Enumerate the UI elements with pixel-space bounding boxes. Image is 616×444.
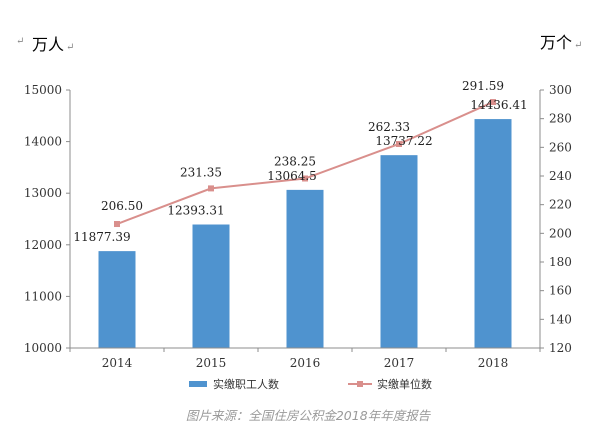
x-tick-label: 2017 [384, 356, 415, 370]
line-value-label: 291.59 [462, 79, 504, 93]
line-point-2015 [208, 185, 214, 192]
legend-bar-label: 实缴职工人数 [213, 377, 279, 391]
bar-value-label: 14436.41 [470, 98, 527, 112]
line-value-label: 231.35 [180, 165, 222, 179]
right-tick-label: 240 [549, 169, 572, 183]
right-axis-unit: 万个 [540, 33, 572, 52]
right-tick-label: 260 [549, 140, 572, 154]
bar-2018 [474, 119, 512, 349]
right-tick-label: 280 [549, 112, 572, 126]
right-tick-label: 200 [549, 226, 572, 240]
line-point-2017 [396, 140, 402, 147]
line-point-2014 [114, 221, 120, 228]
x-tick-label: 2015 [196, 356, 227, 370]
paragraph-mark: ↵ [66, 42, 74, 53]
bar-2017 [380, 155, 418, 348]
x-tick-label: 2016 [290, 356, 321, 370]
paragraph-mark: ↵ [574, 40, 582, 51]
bar-value-label: 13737.22 [375, 134, 432, 148]
left-tick-label: 14000 [24, 135, 62, 149]
legend-line-label: 实缴单位数 [377, 377, 432, 391]
paragraph-mark: ↵ [16, 36, 24, 47]
left-tick-label: 13000 [24, 186, 62, 200]
right-tick-label: 300 [549, 83, 572, 97]
bar-value-label: 12393.31 [167, 204, 224, 218]
right-tick-label: 140 [549, 312, 572, 326]
left-tick-label: 12000 [24, 238, 62, 252]
bar-2014 [98, 251, 136, 348]
source-caption: 图片来源：全国住房公积金2018年年度报告 [186, 408, 432, 423]
legend-line-marker [357, 381, 363, 387]
legend: 实缴职工人数 实缴单位数 [189, 377, 432, 391]
bar-2015 [192, 224, 230, 348]
left-tick-label: 10000 [24, 341, 62, 355]
line-point-2016 [302, 175, 308, 182]
bar-2016 [286, 189, 324, 348]
right-tick-label: 120 [549, 341, 572, 355]
right-tick-label: 180 [549, 255, 572, 269]
left-tick-label: 11000 [24, 289, 62, 303]
x-tick-label: 2014 [102, 356, 133, 370]
left-tick-label: 15000 [24, 83, 62, 97]
line-value-label: 238.25 [274, 155, 316, 169]
bar-value-label: 13064.5 [267, 169, 317, 183]
line-value-label: 262.33 [368, 120, 410, 134]
legend-bar-swatch [189, 381, 207, 387]
right-tick-label: 220 [549, 198, 572, 212]
left-axis-unit: 万人 [32, 35, 64, 54]
right-tick-label: 160 [549, 284, 572, 298]
x-tick-label: 2018 [478, 356, 509, 370]
line-point-2018 [490, 99, 496, 106]
bar-value-label: 11877.39 [73, 230, 130, 244]
line-value-label: 206.50 [101, 199, 143, 213]
